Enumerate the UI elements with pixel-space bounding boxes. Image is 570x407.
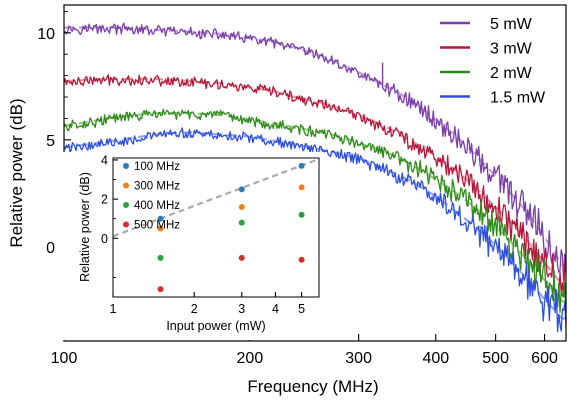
legend-label-5-mw: 5 mW xyxy=(490,16,533,33)
inset-plot-area xyxy=(112,157,320,293)
main-y-tick-label-0: 0 xyxy=(46,240,55,257)
inset-point-500-mhz-1.5 xyxy=(157,286,164,293)
inset-point-400-mhz-5 xyxy=(298,211,305,218)
series-line-3-mw xyxy=(64,74,566,298)
inset-trend-line xyxy=(112,157,320,238)
inset-point-300-mhz-3 xyxy=(238,203,245,210)
inset-legend-label-500-mhz: 500 MHz xyxy=(134,220,180,232)
main-legend: 5 mW 3 mW 2 mW 1.5 mW xyxy=(440,16,546,107)
inset-y-tick-label-4: 4 xyxy=(101,153,108,167)
main-x-tick-label-600: 600 xyxy=(531,350,558,367)
legend-label-2-mw: 2 mW xyxy=(490,65,533,82)
main-y-tick-label-10: 10 xyxy=(37,26,55,43)
inset-background xyxy=(62,152,324,340)
inset-point-300-mhz-1.5 xyxy=(157,225,164,232)
inset-panel: 1 2 3 4 5 0 2 4 Input power (mW) Relative power… xyxy=(62,152,324,340)
inset-x-tick-label-5: 5 xyxy=(298,302,305,316)
inset-point-100-mhz-3 xyxy=(238,186,245,193)
inset-point-400-mhz-3 xyxy=(238,219,245,226)
inset-legend-label-100-mhz: 100 MHz xyxy=(134,161,180,173)
inset-axes-frame xyxy=(112,157,320,298)
inset-point-400-mhz-1.5 xyxy=(157,254,164,261)
main-x-tick-label-100: 100 xyxy=(51,350,78,367)
inset-legend-marker-300-mhz xyxy=(123,182,129,189)
inset-point-300-mhz-5 xyxy=(298,184,305,191)
main-y-axis-label: Relative power (dB) xyxy=(7,98,26,247)
inset-point-100-mhz-1.5 xyxy=(157,215,164,222)
inset-legend-label-300-mhz: 300 MHz xyxy=(134,181,180,193)
series-line-1-5-mw xyxy=(64,127,566,333)
inset-x-axis-label: Input power (mW) xyxy=(166,319,265,333)
inset-y-axis-label: Relative power (dB) xyxy=(78,172,92,282)
inset-legend-marker-100-mhz xyxy=(123,163,129,169)
inset-legend-label-400-mhz: 400 MHz xyxy=(134,200,180,212)
inset-y-tick-label-2: 2 xyxy=(101,193,108,207)
inset-y-tick-label-0: 0 xyxy=(101,232,108,246)
series-line-2-mw xyxy=(64,108,566,322)
main-x-axis-label: Frequency (MHz) xyxy=(247,377,378,396)
inset-legend: 100 MHz 300 MHz 400 MHz 500 MHz xyxy=(123,161,180,232)
main-x-tick-label-200: 200 xyxy=(237,350,264,367)
inset-x-tick-label-4: 4 xyxy=(272,302,279,316)
inset-point-500-mhz-3 xyxy=(238,254,245,261)
inset-x-tick-label-3: 3 xyxy=(238,302,245,316)
inset-legend-marker-500-mhz xyxy=(123,221,129,228)
inset-x-tick-label-1: 1 xyxy=(110,302,117,316)
fit-line-3-mw xyxy=(64,77,566,286)
main-plot-area xyxy=(64,22,566,333)
legend-label-1-5-mw: 1.5 mW xyxy=(490,90,546,107)
inset-x-tick-label-2: 2 xyxy=(191,302,198,316)
inset-legend-marker-400-mhz xyxy=(123,202,129,208)
inset-point-100-mhz-5 xyxy=(298,162,305,169)
series-line-5-mw xyxy=(64,22,566,282)
main-x-tick-label-300: 300 xyxy=(345,350,372,367)
inset-point-500-mhz-5 xyxy=(298,256,305,263)
legend-label-3-mw: 3 mW xyxy=(490,41,533,58)
main-y-tick-label-5: 5 xyxy=(46,133,55,150)
main-x-tick-label-500: 500 xyxy=(482,350,509,367)
main-x-tick-label-400: 400 xyxy=(422,350,449,367)
